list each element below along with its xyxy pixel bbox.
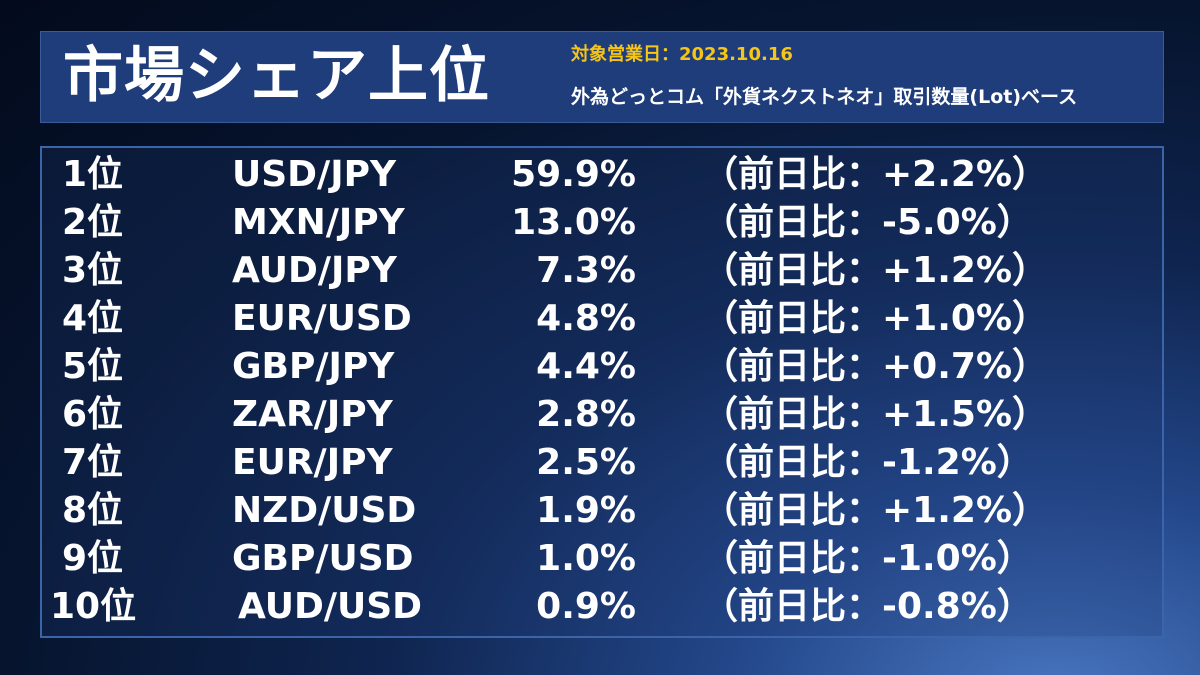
business-date: 対象営業日：2023.10.16 [571,44,793,65]
table-row: 4位 EUR/USD 4.8% （前日比：+1.0%） [42,295,1162,343]
rank-label: 1位 [62,154,124,195]
day-change: （前日比：+1.2%） [702,250,1049,291]
currency-pair: AUD/USD [238,586,423,627]
currency-pair: EUR/JPY [232,442,393,483]
market-share: 2.8% [536,394,636,435]
day-change: （前日比：+2.2%） [702,154,1049,195]
rank-label: 3位 [62,250,124,291]
table-row: 6位 ZAR/JPY 2.8% （前日比：+1.5%） [42,391,1162,439]
header-panel: 市場シェア上位 対象営業日：2023.10.16 外為どっとコム「外貨ネクストネ… [40,31,1164,123]
table-row: 7位 EUR/JPY 2.5% （前日比：-1.2%） [42,439,1162,487]
market-share: 4.4% [536,346,636,387]
rank-label: 4位 [62,298,124,339]
rank-label: 10位 [50,586,137,627]
table-row: 10位 AUD/USD 0.9% （前日比：-0.8%） [42,583,1162,631]
day-change: （前日比：+1.0%） [702,298,1049,339]
rank-label: 9位 [62,538,124,579]
day-change: （前日比：+1.2%） [702,490,1049,531]
rank-label: 8位 [62,490,124,531]
table-row: 1位 USD/JPY 59.9% （前日比：+2.2%） [42,151,1162,199]
rank-label: 5位 [62,346,124,387]
day-change: （前日比：-1.2%） [702,442,1033,483]
currency-pair: AUD/JPY [232,250,397,291]
currency-pair: EUR/USD [232,298,412,339]
currency-pair: NZD/USD [232,490,417,531]
market-share: 2.5% [536,442,636,483]
currency-pair: GBP/USD [232,538,414,579]
currency-pair: ZAR/JPY [232,394,393,435]
table-row: 9位 GBP/USD 1.0% （前日比：-1.0%） [42,535,1162,583]
market-share: 7.3% [536,250,636,291]
table-row: 3位 AUD/JPY 7.3% （前日比：+1.2%） [42,247,1162,295]
day-change: （前日比：+0.7%） [702,346,1049,387]
market-share: 1.9% [536,490,636,531]
table-row: 8位 NZD/USD 1.9% （前日比：+1.2%） [42,487,1162,535]
rank-label: 2位 [62,202,124,243]
currency-pair: GBP/JPY [232,346,395,387]
page-title: 市場シェア上位 [63,41,490,111]
data-basis-note: 外為どっとコム「外貨ネクストネオ」取引数量(Lot)ベース [571,86,1078,108]
market-share: 4.8% [536,298,636,339]
day-change: （前日比：+1.5%） [702,394,1049,435]
day-change: （前日比：-1.0%） [702,538,1033,579]
table-row: 5位 GBP/JPY 4.4% （前日比：+0.7%） [42,343,1162,391]
market-share: 1.0% [536,538,636,579]
rank-label: 6位 [62,394,124,435]
currency-pair: USD/JPY [232,154,397,195]
rank-label: 7位 [62,442,124,483]
market-share: 59.9% [511,154,636,195]
table-row: 2位 MXN/JPY 13.0% （前日比：-5.0%） [42,199,1162,247]
day-change: （前日比：-5.0%） [702,202,1033,243]
currency-pair: MXN/JPY [232,202,405,243]
day-change: （前日比：-0.8%） [702,586,1033,627]
ranking-table: 1位 USD/JPY 59.9% （前日比：+2.2%） 2位 MXN/JPY … [40,146,1164,638]
market-share: 13.0% [511,202,636,243]
market-share: 0.9% [536,586,636,627]
